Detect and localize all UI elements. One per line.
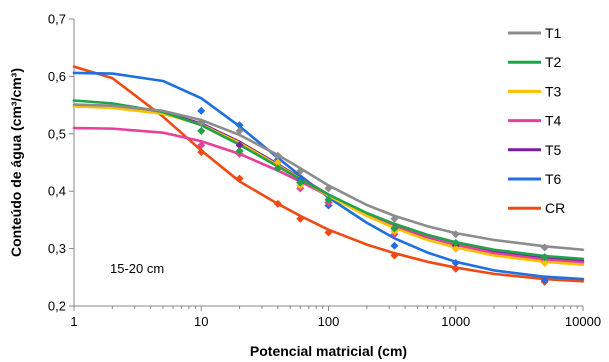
point-t2 xyxy=(451,238,460,247)
legend-label-t3: T3 xyxy=(545,83,562,99)
point-cr xyxy=(324,228,333,237)
point-cr xyxy=(390,251,399,260)
depth-annotation: 15-20 cm xyxy=(110,261,164,276)
point-cr xyxy=(197,148,206,157)
point-t2 xyxy=(273,164,282,173)
y-tick-label: 0,7 xyxy=(48,12,66,27)
data-points xyxy=(197,106,549,286)
point-t3 xyxy=(451,244,460,253)
x-axis-label: Potencial matricial (cm) xyxy=(250,343,407,359)
x-tick-label: 1 xyxy=(70,314,77,329)
curve-t5 xyxy=(72,104,585,263)
point-t1 xyxy=(273,151,282,160)
point-t1 xyxy=(451,230,460,239)
point-cr xyxy=(235,174,244,183)
point-t2 xyxy=(197,126,206,135)
point-t4 xyxy=(197,141,206,150)
point-t5 xyxy=(235,141,244,150)
point-t1 xyxy=(296,167,305,176)
point-t2 xyxy=(390,224,399,233)
axes: 0,2 0,3 0,4 0,5 0,6 0,7 1 10 100 1000 10000 xyxy=(48,12,601,330)
x-tick-label: 10 xyxy=(194,314,208,329)
point-cr xyxy=(296,214,305,223)
fitted-curves xyxy=(72,65,585,283)
curve-t1 xyxy=(72,103,585,252)
x-tick-label: 1000 xyxy=(441,314,470,329)
y-tick-label: 0,4 xyxy=(48,184,66,199)
curve-t2 xyxy=(72,99,585,261)
x-tick-label: 100 xyxy=(318,314,340,329)
point-cr xyxy=(273,199,282,208)
point-t6 xyxy=(390,241,399,250)
curve-t6 xyxy=(72,71,585,281)
point-t1 xyxy=(197,118,206,127)
point-t1 xyxy=(540,243,549,252)
point-t2 xyxy=(235,147,244,156)
point-t3 xyxy=(540,258,549,267)
legend-label-t4: T4 xyxy=(545,113,562,129)
point-t3 xyxy=(273,158,282,167)
point-t6 xyxy=(451,258,460,267)
point-cr xyxy=(451,264,460,273)
point-t2 xyxy=(324,195,333,204)
point-t1 xyxy=(235,126,244,135)
point-t6 xyxy=(197,106,206,115)
legend: T1 T2 T3 T4 T5 T6 CR xyxy=(508,25,565,216)
y-tick-label: 0,6 xyxy=(48,69,66,84)
curve-cr xyxy=(72,65,585,283)
legend-label-t1: T1 xyxy=(545,25,562,41)
y-tick-label: 0,2 xyxy=(48,299,66,314)
y-axis-label: Conteúdo de água (cm³/cm³) xyxy=(8,68,24,257)
point-t6 xyxy=(235,121,244,130)
point-t1 xyxy=(324,184,333,193)
point-t1 xyxy=(390,214,399,223)
x-tick-label: 10000 xyxy=(565,314,601,329)
legend-label-t5: T5 xyxy=(545,142,562,158)
legend-label-t2: T2 xyxy=(545,54,562,70)
legend-label-t6: T6 xyxy=(545,171,562,187)
point-t2 xyxy=(296,178,305,187)
y-tick-label: 0,5 xyxy=(48,126,66,141)
point-t6 xyxy=(540,276,549,285)
y-tick-label: 0,3 xyxy=(48,241,66,256)
legend-label-cr: CR xyxy=(545,200,565,216)
point-t2 xyxy=(540,253,549,262)
